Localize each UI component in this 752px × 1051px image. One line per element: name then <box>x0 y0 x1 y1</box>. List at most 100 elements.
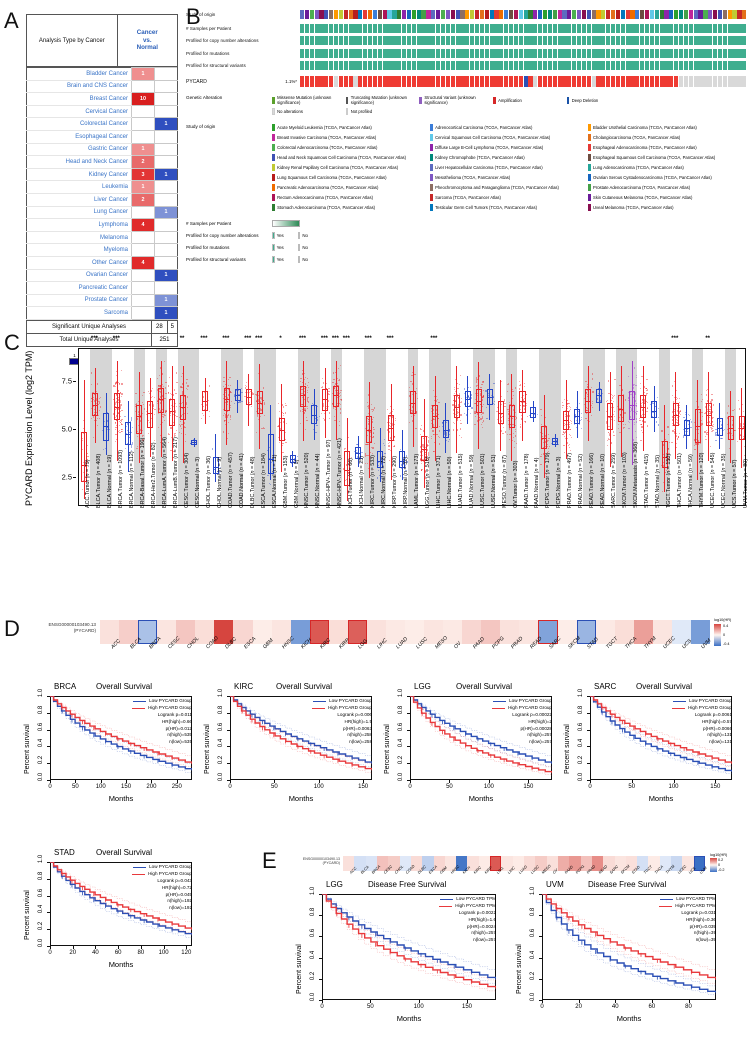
data-point <box>613 395 615 398</box>
oncoprint-cell <box>615 48 621 58</box>
data-point <box>492 403 494 405</box>
oncoprint-cell <box>484 61 489 71</box>
oncoprint-cell <box>358 10 363 19</box>
survival-legend-swatch <box>312 707 326 710</box>
data-point <box>712 422 714 424</box>
data-point <box>482 381 484 383</box>
oncoprint-cell <box>460 48 465 58</box>
data-point <box>586 393 588 395</box>
data-point <box>321 387 323 389</box>
survival-xtick-mark <box>363 780 365 783</box>
data-point <box>227 388 229 390</box>
data-point <box>162 400 164 402</box>
survival-legend-swatch <box>659 905 673 908</box>
data-point <box>333 406 335 408</box>
data-point <box>625 399 627 401</box>
whisker <box>719 402 721 450</box>
data-point <box>227 437 229 440</box>
survival-xtick: 120 <box>181 950 192 956</box>
underexpression-cell <box>154 218 178 232</box>
data-point <box>239 401 241 403</box>
data-point <box>257 394 260 396</box>
data-point <box>428 458 430 460</box>
table-row: Brain and CNS Cancer <box>26 79 178 94</box>
survival-ytick: 0.0 <box>218 772 224 782</box>
oncoprint-cell <box>586 76 591 88</box>
data-point <box>143 408 145 410</box>
data-point <box>422 430 424 432</box>
data-point <box>454 401 456 403</box>
data-point <box>468 396 470 398</box>
oncoprint-cell <box>698 10 703 19</box>
analysis-rows-table: Bladder Cancer 1 Brain and CNS Cancer Breas… <box>26 67 178 320</box>
oncoprint-cell <box>445 48 450 58</box>
oncoprint-cell <box>557 10 562 19</box>
data-point <box>708 416 710 419</box>
data-point <box>610 419 612 421</box>
data-point <box>633 384 635 386</box>
data-point <box>580 418 583 421</box>
data-point <box>409 386 411 388</box>
oncoprint-cell <box>309 61 314 71</box>
data-point <box>689 419 691 421</box>
legend-item: Testicular Germ Cell Tumors (TCGA, PanCa… <box>429 204 588 212</box>
oncoprint-cell <box>708 61 713 71</box>
oncoprint-cell <box>698 76 703 88</box>
oncoprint-cell <box>572 48 577 58</box>
survival-xtick: 50 <box>366 1004 374 1010</box>
median-line <box>497 412 504 414</box>
data-point <box>645 394 648 396</box>
survival-ci-band <box>230 696 372 766</box>
data-point <box>269 447 271 449</box>
whisker <box>357 435 359 467</box>
oncoprint-tracks: Study of origin # Samples per Patient Prof… <box>186 10 746 88</box>
data-point <box>370 404 373 406</box>
data-point <box>586 407 589 410</box>
x-axis-label: BLCA.Normal (n = 19) <box>107 454 114 508</box>
oncoprint-cell <box>513 10 518 19</box>
data-point <box>711 399 713 401</box>
data-point <box>356 443 358 446</box>
legend-color-swatch <box>429 134 433 142</box>
oncoprint-cell <box>445 36 450 46</box>
survival-ylabel: Percent survival <box>296 944 303 994</box>
data-point <box>727 412 729 415</box>
data-point <box>119 382 121 384</box>
survival-legend-swatch <box>672 707 686 710</box>
oncoprint-cell <box>688 76 693 88</box>
box <box>289 454 296 463</box>
oncoprint-cell <box>645 48 650 58</box>
data-point <box>93 396 95 398</box>
track-label: Profiled for mutations <box>186 50 230 56</box>
x-axis-label: BLCA.Tumor (n = 408) <box>96 453 103 508</box>
oncoprint-cell <box>363 48 368 58</box>
data-point <box>698 411 700 413</box>
data-point <box>651 402 653 404</box>
data-point <box>455 413 457 415</box>
significance-star: *** <box>255 336 263 342</box>
track-cells <box>300 24 746 33</box>
data-point <box>333 378 335 380</box>
data-point <box>130 444 133 446</box>
data-point <box>463 392 465 394</box>
oncoprint-cell <box>300 48 305 58</box>
survival-xtick-mark <box>590 780 591 783</box>
data-point <box>135 393 137 395</box>
data-point <box>240 387 242 389</box>
heatmap-cell <box>195 620 215 644</box>
data-point <box>224 424 226 426</box>
survival-legend-label: High PYCARD TPM <box>455 902 496 908</box>
data-point <box>388 417 390 419</box>
data-point <box>421 425 423 427</box>
data-point <box>706 400 708 402</box>
oncoprint-cell <box>581 36 587 46</box>
data-point <box>141 435 144 437</box>
data-point <box>682 429 685 431</box>
whisker <box>379 428 381 482</box>
data-point <box>278 441 281 443</box>
data-point <box>564 432 566 434</box>
oncoprint-cell <box>416 24 421 33</box>
data-point <box>389 449 392 451</box>
data-point <box>544 436 547 438</box>
oncoprint-cell <box>465 24 470 33</box>
